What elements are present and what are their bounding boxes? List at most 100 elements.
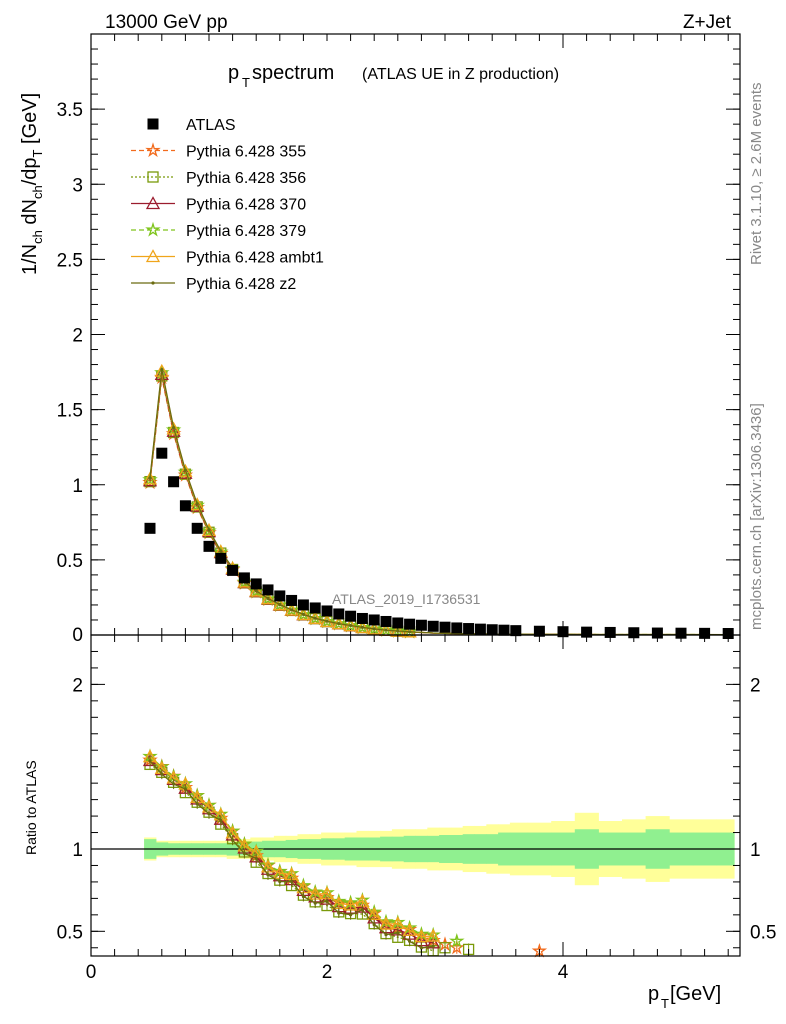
atlas-data-point — [191, 522, 203, 534]
upper-series-5-point — [325, 619, 329, 623]
ratio-series-5-point — [372, 923, 376, 927]
atlas-data-point — [651, 627, 663, 639]
legend-marker-2 — [145, 196, 161, 210]
atlas-data-point — [144, 522, 156, 534]
upper-ytick-label-0: 0.5 — [57, 551, 83, 572]
legend-label-2: Pythia 6.428 370 — [186, 197, 306, 214]
ratio-series-4-point — [367, 907, 382, 921]
upper-series-4-point — [260, 591, 276, 605]
upper-y-axis-label: 1/Nch dNch/dpT [GeV] — [19, 93, 45, 275]
ratio-series-5-point — [396, 931, 400, 935]
upper-series-4-point — [190, 497, 205, 511]
atlas-data-point — [286, 594, 298, 606]
upper-series-5-point — [219, 549, 223, 553]
atlas-data-point — [297, 599, 309, 611]
ratio-series-4-point — [414, 929, 429, 943]
atlas-data-point — [427, 620, 439, 632]
upper-series-4-point — [142, 471, 158, 485]
ratio-y-axis-label: Ratio to ATLAS — [23, 760, 39, 855]
title-rest: spectrum — [252, 62, 334, 84]
side-mcplots-label: mcplots.cern.ch [arXiv:1306.3436] — [748, 403, 765, 630]
ratio-series-5-point — [219, 818, 223, 823]
atlas-data-point — [699, 627, 711, 639]
ylabel-part-6: [GeV] — [19, 93, 41, 150]
upper-ytick-label-4: 2.5 — [57, 250, 83, 271]
atlas-data-point — [380, 615, 392, 627]
ratio-series-5-point — [242, 851, 246, 856]
upper-series-5-point — [408, 630, 412, 634]
atlas-data-point — [463, 623, 475, 635]
atlas-data-point — [345, 610, 357, 622]
atlas-data-point — [510, 625, 522, 637]
legend-label-5: Pythia 6.428 z2 — [186, 276, 296, 293]
upper-series-5-point — [301, 612, 305, 617]
upper-series-4-point — [201, 523, 217, 537]
upper-series-3-point — [260, 590, 276, 606]
upper-ytick-label-6: 3.5 — [57, 100, 83, 121]
atlas-data-point — [203, 540, 215, 552]
xtick-label-2: 4 — [558, 962, 569, 983]
ratio-ytick-label-2: 2 — [72, 675, 83, 696]
legend-label-0: Pythia 6.428 355 — [186, 144, 306, 161]
title-p: p — [228, 62, 239, 84]
ratio-ytick-label-1: 1 — [72, 840, 83, 861]
atlas-data-point — [179, 500, 191, 512]
ratio-series-5-point — [195, 802, 199, 806]
atlas-data-point — [368, 614, 380, 626]
ratio-series-5-point — [290, 879, 294, 884]
upper-ytick-label-1: 1 — [72, 476, 83, 497]
upper-series-3-point — [401, 623, 418, 639]
x-axis-label: p T [GeV] — [648, 983, 721, 1011]
atlas-data-point — [486, 624, 498, 636]
upper-series-3-point — [177, 464, 194, 479]
ratio-series-5-point — [408, 939, 412, 943]
ylabel-part-3: ch — [30, 185, 45, 199]
ratio-series-5-point — [183, 787, 187, 791]
atlas-data-point — [498, 624, 510, 636]
atlas-data-point — [533, 625, 545, 637]
legend-marker-0 — [145, 142, 161, 158]
ratio-ytick-label-right-2: 2 — [750, 675, 761, 696]
legend: ATLAS Pythia 6.428 355 Pythia 6.428 356 Pyt… — [131, 117, 324, 293]
atlas-data-point — [227, 564, 239, 576]
legend-label-atlas: ATLAS — [186, 117, 236, 134]
atlas-data-point — [675, 627, 687, 639]
upper-series-3-point — [201, 522, 217, 538]
upper-ytick-label-3: 2 — [72, 326, 83, 347]
energy-label: 13000 GeV pp — [105, 12, 228, 33]
ratio-series-5-point — [360, 908, 364, 912]
xlabel-p: p — [648, 983, 659, 1005]
upper-series-5-point — [349, 623, 353, 628]
ratio-plot-marks — [142, 748, 548, 958]
process-label: Z+Jet — [683, 12, 732, 33]
atlas-data-point — [474, 623, 486, 635]
upper-series-3-point — [142, 471, 158, 487]
upper-series-5-point — [183, 468, 187, 472]
ratio-uncertainty-band — [91, 812, 740, 886]
upper-series-3-point — [248, 583, 264, 599]
atlas-data-point — [215, 552, 227, 564]
title-sub: T — [242, 75, 250, 90]
side-rivet-label: Rivet 3.1.10, ≥ 2.6M events — [748, 83, 765, 266]
atlas-data-point — [581, 626, 593, 638]
upper-series-4-point — [296, 607, 311, 621]
upper-series-5-point — [360, 625, 364, 629]
upper-series-5-point — [254, 589, 258, 593]
atlas-data-point — [309, 602, 321, 614]
atlas-data-point — [262, 584, 274, 596]
ratio-ytick-label-0: 0.5 — [57, 922, 83, 943]
atlas-data-point — [156, 447, 168, 459]
ylabel-part-1: ch — [30, 230, 45, 244]
ratio-series-4-point — [378, 916, 394, 930]
ratio-series-5-point — [266, 873, 270, 877]
upper-series-5-point — [207, 528, 211, 532]
svg-text:1/Nch dNch/dpT [GeV]: 1/Nch dNch/dpT [GeV] — [19, 93, 45, 275]
upper-series-5-point — [290, 608, 294, 612]
xtick-label-0: 0 — [86, 962, 97, 983]
xtick-label-1: 2 — [322, 962, 333, 983]
upper-series-4-point — [178, 463, 193, 477]
title-detail: (ATLAS UE in Z production) — [362, 66, 559, 83]
legend-marker-1 — [147, 171, 159, 183]
analysis-id-label: ATLAS_2019_I1736531 — [332, 591, 481, 607]
upper-series-4-point — [272, 597, 287, 611]
